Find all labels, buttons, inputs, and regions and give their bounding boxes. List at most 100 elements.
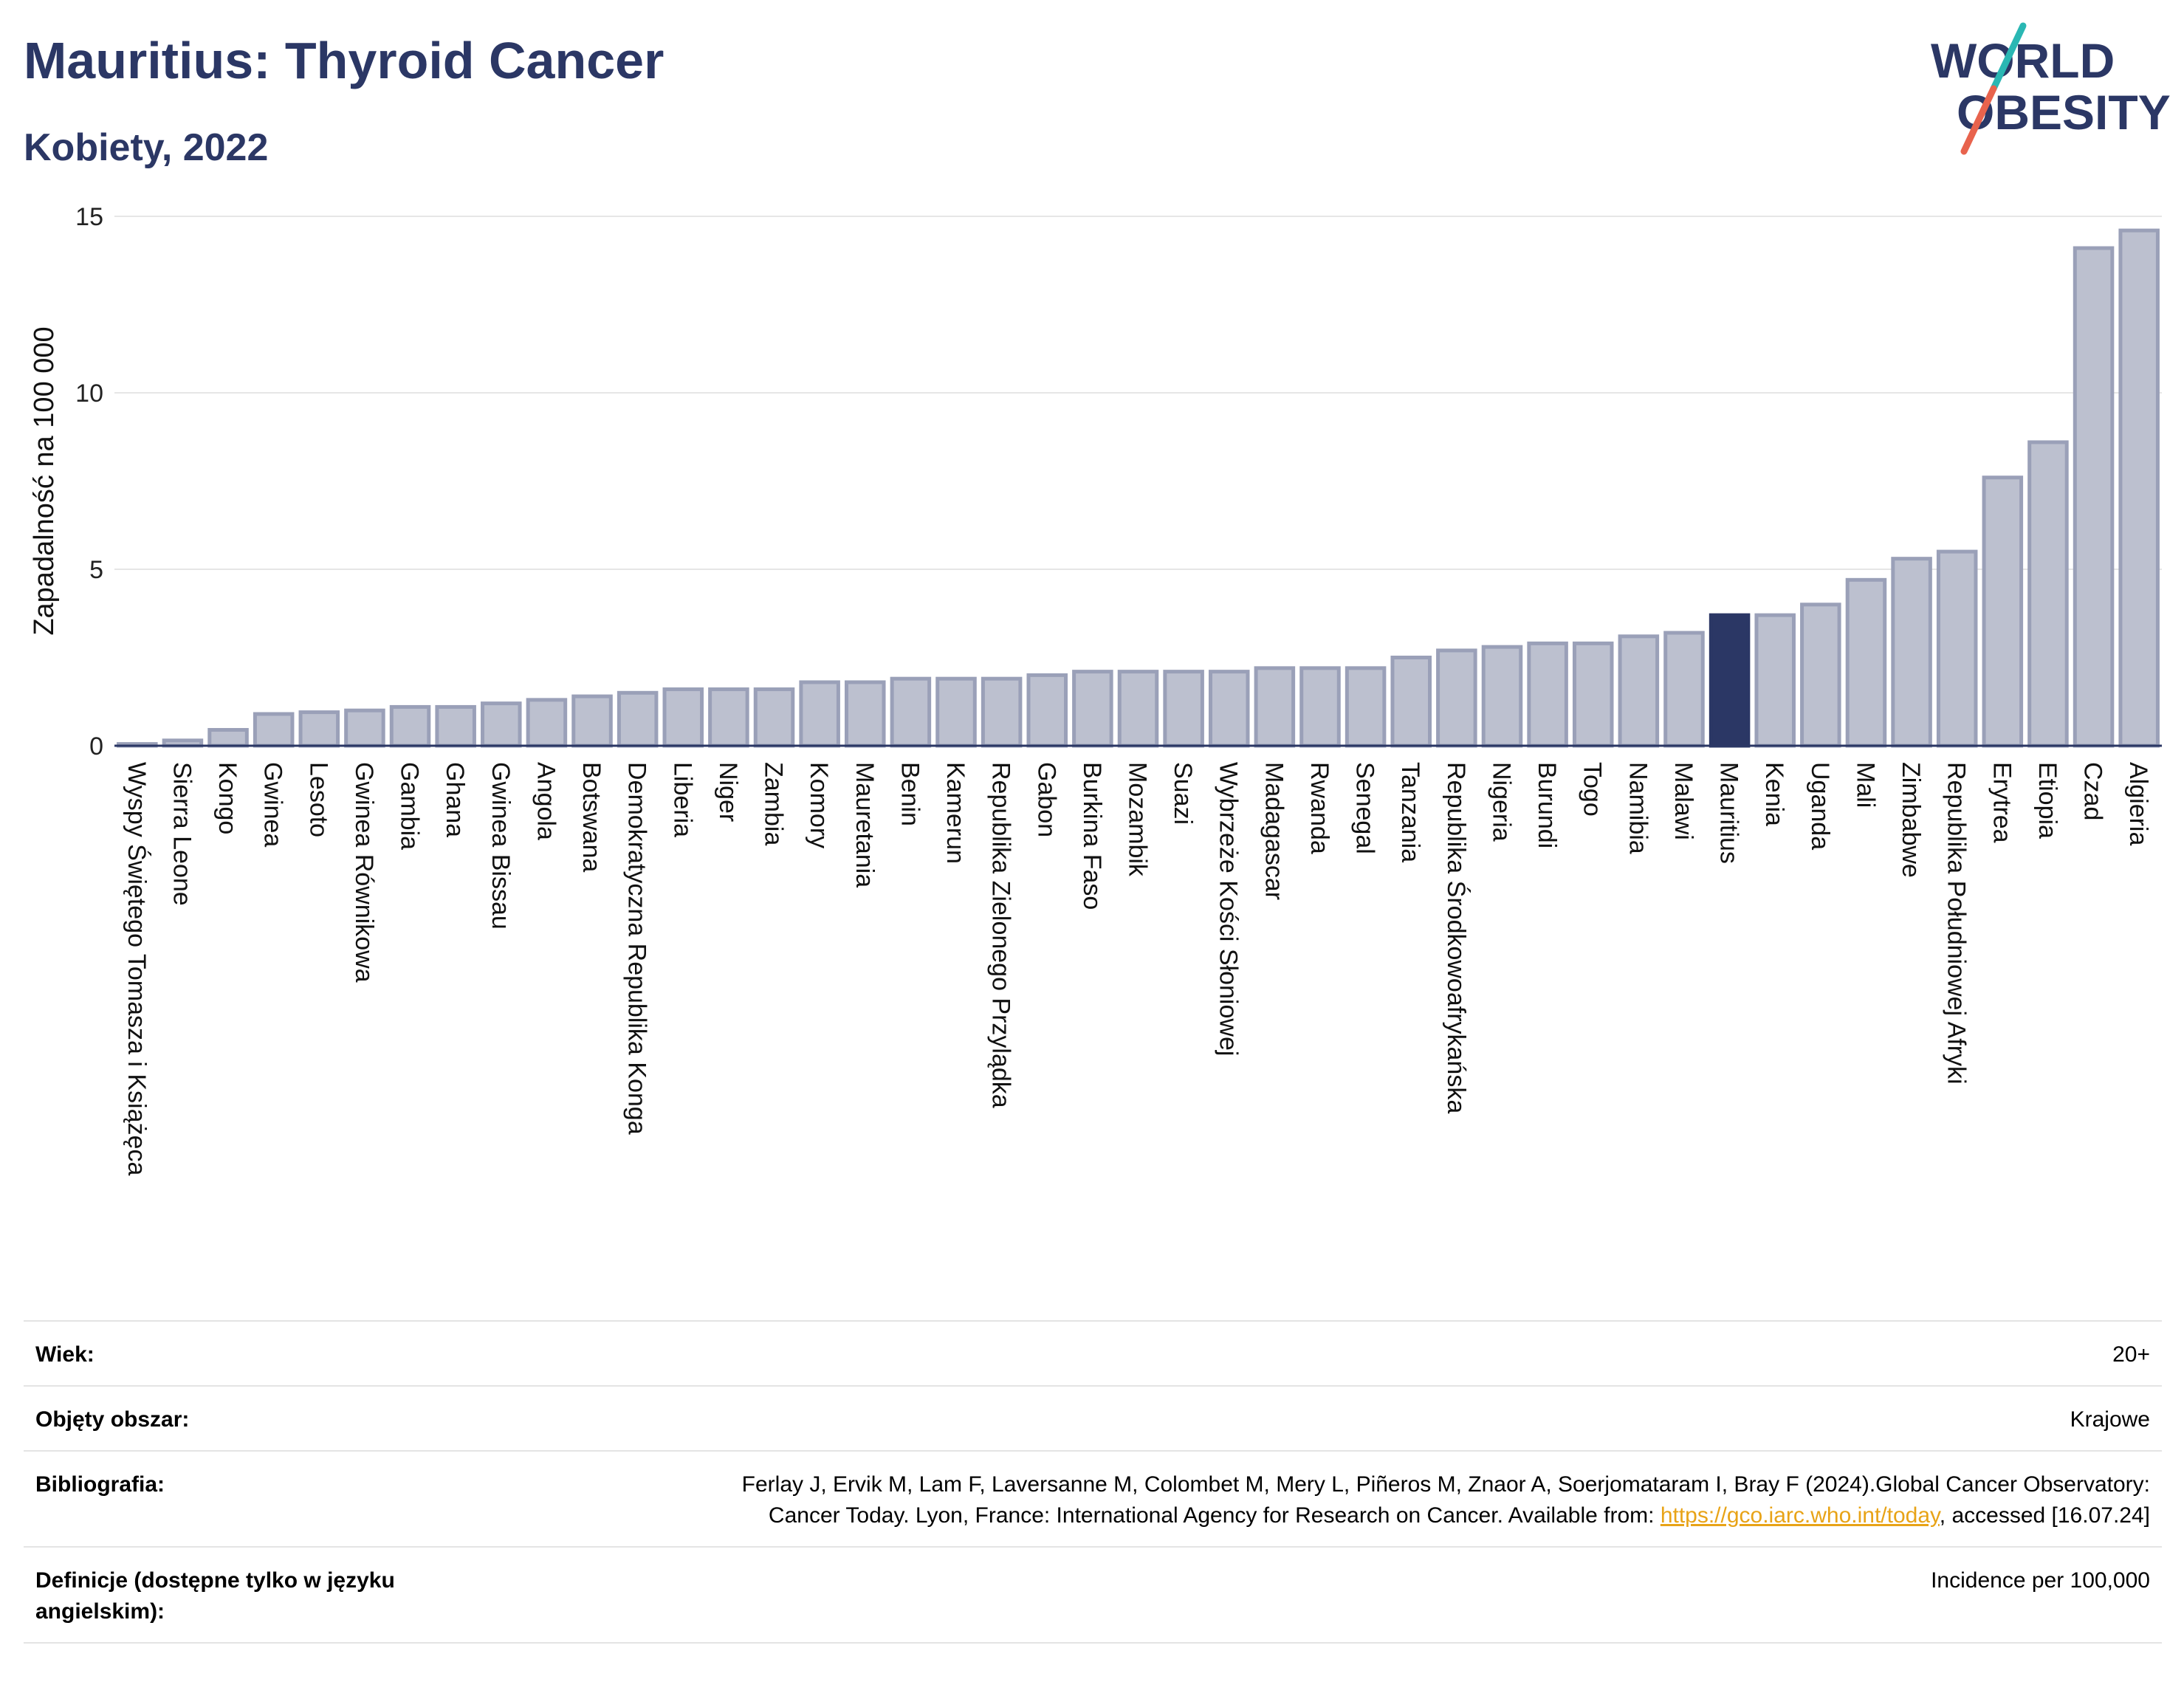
bar-32[interactable] (1572, 641, 1614, 748)
x-tick-label: Namibia (1624, 762, 1652, 854)
chart-title: Mauritius: Thyroid Cancer (24, 32, 665, 89)
logo-line1: WORLD (1931, 33, 2115, 88)
bar-5[interactable] (344, 708, 385, 748)
bar-28[interactable] (1390, 656, 1432, 748)
bar-10[interactable] (571, 694, 613, 748)
x-tick-label: Togo (1579, 762, 1607, 817)
bar-30[interactable] (1481, 645, 1523, 748)
bar-26[interactable] (1299, 666, 1341, 748)
x-tick-label: Suazi (1169, 762, 1197, 825)
x-tick-label: Botswana (577, 762, 605, 872)
x-tick-label: Lesoto (304, 762, 332, 837)
bar-7[interactable] (435, 704, 476, 748)
bar-33[interactable] (1618, 634, 1660, 748)
y-axis-ticks: 0 5 10 15 (75, 203, 103, 761)
bar-24[interactable] (1208, 670, 1250, 748)
bar-36[interactable] (1754, 613, 1796, 748)
bar-42[interactable] (2027, 440, 2069, 748)
bar-9[interactable] (526, 698, 568, 748)
x-tick-label: Algieria (2124, 762, 2152, 845)
x-tick-label: Niger (714, 762, 742, 822)
y-tick-label: 0 (89, 732, 103, 761)
bar-40[interactable] (1936, 549, 1978, 748)
x-tick-label: Mozambik (1124, 762, 1152, 877)
bars (117, 228, 2160, 748)
bar-2[interactable] (207, 727, 249, 748)
x-tick-label: Komory (805, 762, 833, 848)
bar-41[interactable] (1982, 476, 2024, 748)
x-tick-label: Uganda (1806, 762, 1834, 850)
x-tick-label: Tanzania (1396, 762, 1424, 862)
x-tick-label: Senegal (1351, 762, 1379, 854)
meta-value: Ferlay J, Ervik M, Lam F, Laversanne M, … (673, 1469, 2150, 1531)
bar-25[interactable] (1254, 666, 1296, 748)
x-tick-label: Wyspy Świętego Tomasza i Książęca (123, 762, 151, 1175)
bar-27[interactable] (1345, 666, 1387, 748)
bar-11[interactable] (617, 690, 659, 748)
x-tick-label: Madagascar (1260, 762, 1288, 900)
x-tick-label: Gambia (396, 762, 424, 850)
y-axis-label: Zapadalność na 100 000 (29, 326, 60, 635)
bar-37[interactable] (1800, 602, 1841, 748)
bar-19[interactable] (981, 676, 1023, 748)
bar-17[interactable] (890, 676, 932, 748)
x-tick-label: Wybrzeże Kości Słoniowej (1215, 762, 1243, 1056)
x-tick-label: Rwanda (1305, 762, 1333, 854)
bar-43[interactable] (2073, 246, 2115, 748)
x-tick-label: Republika Środkowoafrykańska (1442, 762, 1471, 1113)
x-tick-label: Demokratyczna Republika Konga (623, 762, 651, 1135)
x-tick-label: Burkina Faso (1078, 762, 1106, 910)
x-tick-label: Kenia (1760, 762, 1788, 826)
bar-21[interactable] (1072, 670, 1113, 748)
bar-34[interactable] (1663, 631, 1705, 748)
x-tick-label: Mali (1851, 762, 1879, 808)
bar-20[interactable] (1026, 673, 1068, 748)
bar-chart: 0 5 10 15 Wyspy Świętego Tomasza i Książęca… (29, 203, 2162, 1175)
x-tick-label: Zambia (760, 762, 788, 845)
meta-value: 20+ (2112, 1342, 2150, 1367)
bar-12[interactable] (662, 687, 704, 748)
metadata-table: Wiek: 20+ Objęty obszar: Krajowe Bibliog… (24, 1320, 2162, 1644)
bar-13[interactable] (708, 687, 749, 748)
meta-value: Krajowe (2070, 1407, 2150, 1432)
x-tick-label: Ghana (441, 762, 469, 837)
chart-subtitle: Kobiety, 2022 (24, 126, 269, 169)
bar-8[interactable] (481, 701, 522, 748)
bibliography-accessed: , accessed [16.07.24] (1939, 1503, 2150, 1528)
x-axis-labels: Wyspy Świętego Tomasza i Książęca Sierra … (123, 762, 2152, 1175)
bar-18[interactable] (935, 676, 977, 748)
logo-slash-top (1990, 22, 2027, 92)
bar-31[interactable] (1527, 641, 1568, 748)
bar-16[interactable] (845, 680, 886, 748)
x-tick-label: Zimbabwe (1897, 762, 1925, 878)
bar-3[interactable] (253, 712, 295, 748)
bar-15[interactable] (799, 680, 840, 748)
x-tick-label: Gabon (1032, 762, 1060, 837)
x-tick-label: Liberia (668, 762, 696, 837)
bar-39[interactable] (1891, 557, 1932, 748)
x-tick-label: Kongo (213, 762, 241, 834)
x-tick-label: Mauretania (851, 762, 879, 888)
y-tick-label: 5 (89, 556, 103, 584)
meta-value: Incidence per 100,000 (1931, 1568, 2150, 1593)
x-tick-label: Kamerun (941, 762, 969, 864)
bibliography-text: Ferlay J, Ervik M, Lam F, Laversanne M, … (741, 1472, 2150, 1528)
y-tick-label: 10 (75, 380, 103, 408)
bar-22[interactable] (1117, 670, 1159, 748)
meta-key: Wiek: (35, 1342, 95, 1367)
bibliography-link[interactable]: https://gco.iarc.who.int/today (1660, 1503, 1940, 1528)
bar-35[interactable] (1709, 613, 1751, 748)
x-tick-label: Erytrea (1988, 762, 2016, 843)
bar-38[interactable] (1845, 577, 1887, 748)
bar-23[interactable] (1163, 670, 1204, 748)
bar-44[interactable] (2118, 228, 2160, 748)
bar-6[interactable] (389, 704, 431, 748)
bar-14[interactable] (753, 687, 795, 748)
bar-4[interactable] (298, 710, 340, 748)
logo-slash-bottom (1960, 85, 1997, 155)
x-tick-label: Gwinea Bissau (487, 762, 515, 930)
x-tick-label: Republika Zielonego Przylądka (987, 762, 1015, 1108)
bar-29[interactable] (1436, 648, 1477, 748)
x-tick-label: Malawi (1669, 762, 1697, 840)
meta-key: Bibliografia: (35, 1472, 165, 1497)
